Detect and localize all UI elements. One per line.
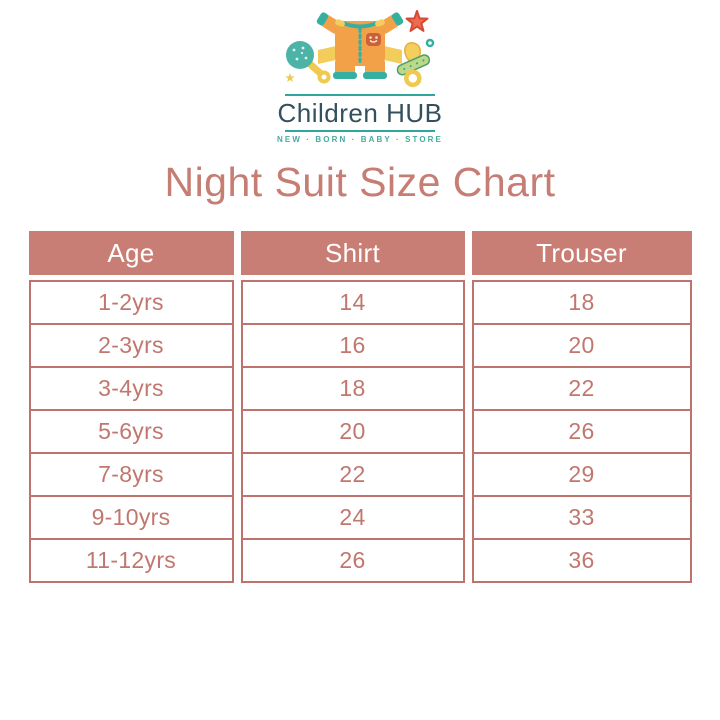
table-header-row: Age Shirt Trouser [0, 231, 720, 275]
trouser-cell: 18 [471, 280, 692, 325]
star-icon [405, 10, 429, 32]
page-title: Night Suit Size Chart [164, 159, 556, 205]
shirt-cell: 22 [240, 452, 465, 497]
age-cell: 1-2yrs [28, 280, 234, 325]
trouser-cell: 36 [471, 538, 692, 583]
table-row: 7-8yrs 22 29 [0, 452, 720, 497]
logo-graphic [285, 10, 435, 88]
table-row: 5-6yrs 20 26 [0, 409, 720, 454]
trouser-cell: 33 [471, 495, 692, 540]
shirt-cell: 26 [240, 538, 465, 583]
rattle-icon [285, 41, 331, 84]
shirt-cell: 20 [240, 409, 465, 454]
table-body: 1-2yrs 14 18 2-3yrs 16 20 3-4yrs 18 22 5… [0, 280, 720, 583]
shirt-cell: 18 [240, 366, 465, 411]
table-row: 9-10yrs 24 33 [0, 495, 720, 540]
ribbon-icon [318, 46, 402, 64]
brand-name: Children HUB [277, 98, 443, 128]
column-header-shirt: Shirt [240, 231, 465, 275]
table-row: 1-2yrs 14 18 [0, 280, 720, 325]
trouser-cell: 20 [471, 323, 692, 368]
shirt-cell: 24 [240, 495, 465, 540]
age-cell: 2-3yrs [28, 323, 234, 368]
pacifier-icon [396, 42, 431, 88]
age-cell: 3-4yrs [28, 366, 234, 411]
age-cell: 9-10yrs [28, 495, 234, 540]
logo-rule-bottom [285, 130, 435, 132]
age-cell: 11-12yrs [28, 538, 234, 583]
table-row: 2-3yrs 16 20 [0, 323, 720, 368]
size-table: Age Shirt Trouser 1-2yrs 14 18 2-3yrs 16… [0, 231, 720, 583]
logo-rule-top [285, 94, 435, 96]
shirt-cell: 14 [240, 280, 465, 325]
table-row: 11-12yrs 26 36 [0, 538, 720, 583]
brand-logo: Children HUB NEW · BORN · BABY · STORE [230, 8, 490, 144]
romper-icon [316, 12, 404, 79]
table-row: 3-4yrs 18 22 [0, 366, 720, 411]
trouser-cell: 22 [471, 366, 692, 411]
shirt-cell: 16 [240, 323, 465, 368]
trouser-cell: 26 [471, 409, 692, 454]
brand-tagline: NEW · BORN · BABY · STORE [277, 135, 443, 144]
age-cell: 7-8yrs [28, 452, 234, 497]
column-header-age: Age [28, 231, 234, 275]
column-header-trouser: Trouser [471, 231, 692, 275]
age-cell: 5-6yrs [28, 409, 234, 454]
dot-icon [425, 38, 435, 48]
trouser-cell: 29 [471, 452, 692, 497]
